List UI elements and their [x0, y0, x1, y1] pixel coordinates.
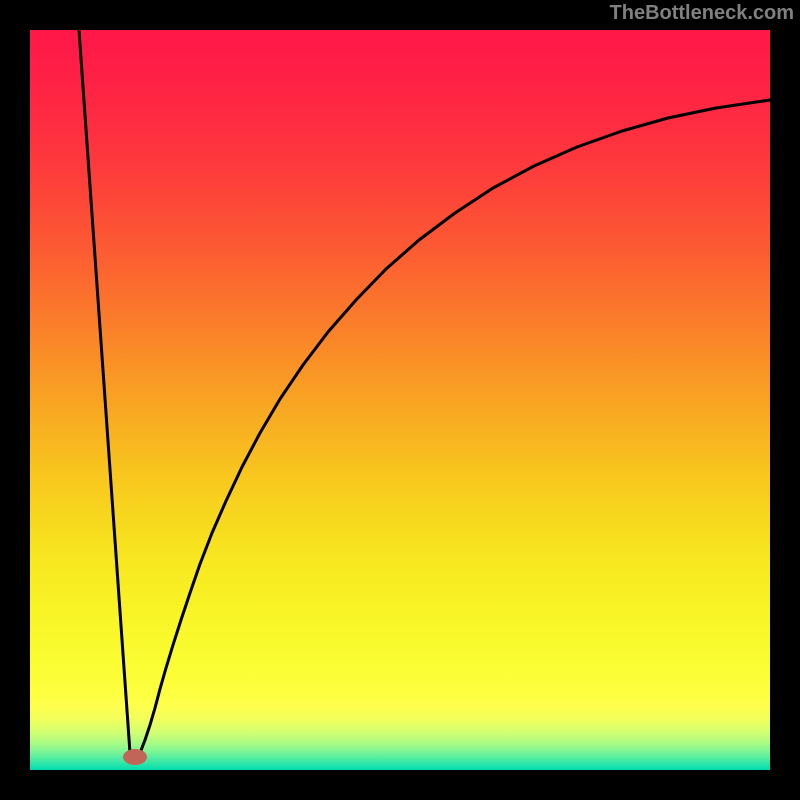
watermark-text: TheBottleneck.com — [610, 2, 794, 25]
chart-svg — [0, 0, 800, 800]
chart-minimum-marker — [123, 749, 147, 765]
chart-container: TheBottleneck.com — [0, 0, 800, 800]
chart-gradient-background — [30, 30, 770, 770]
